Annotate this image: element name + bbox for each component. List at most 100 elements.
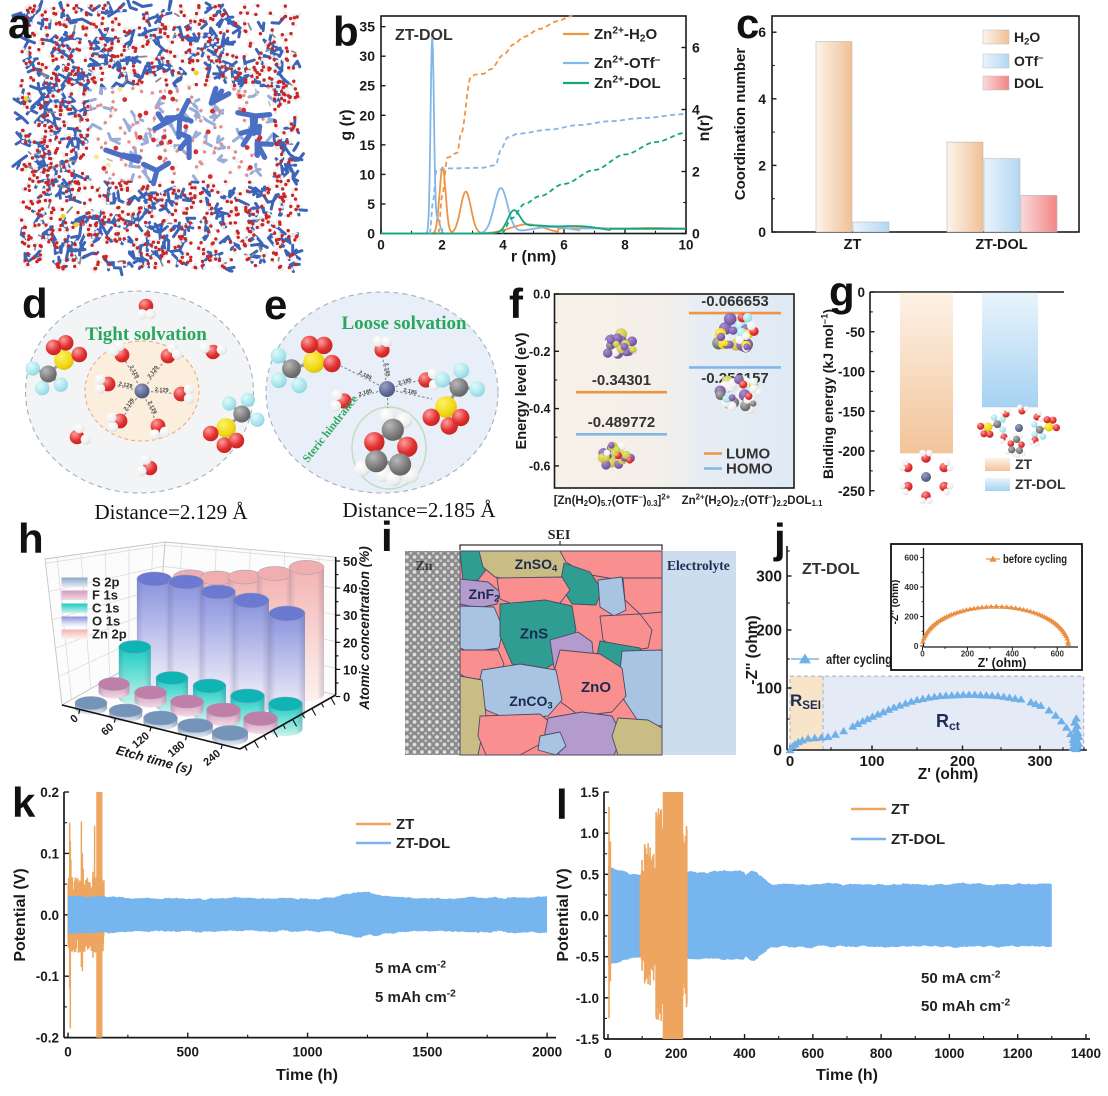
svg-text:6: 6: [758, 24, 766, 40]
svg-text:ZT-DOL: ZT-DOL: [891, 831, 945, 848]
svg-text:2000: 2000: [532, 1045, 562, 1060]
svg-text:600: 600: [904, 553, 918, 563]
svg-text:Binding energy (kJ mol–1): Binding energy (kJ mol–1): [820, 309, 836, 479]
svg-text:8: 8: [621, 238, 629, 253]
svg-text:ZT-DOL: ZT-DOL: [396, 835, 450, 852]
svg-text:20: 20: [359, 107, 375, 123]
svg-text:0: 0: [367, 226, 375, 242]
svg-text:-0.066653: -0.066653: [701, 293, 769, 310]
svg-text:100: 100: [859, 753, 884, 770]
svg-text:after cycling: after cycling: [826, 651, 892, 667]
svg-text:35: 35: [359, 19, 375, 35]
svg-text:0.1: 0.1: [40, 846, 59, 861]
svg-text:5: 5: [367, 196, 375, 212]
svg-text:-0.2: -0.2: [36, 1031, 59, 1046]
svg-text:40: 40: [343, 581, 357, 596]
svg-text:ZnSO4: ZnSO4: [515, 556, 558, 575]
svg-text:-100: -100: [838, 365, 865, 380]
svg-text:6: 6: [560, 238, 568, 253]
svg-text:g: g: [829, 268, 855, 315]
svg-text:Zn: Zn: [415, 559, 432, 574]
svg-text:0.0: 0.0: [533, 288, 550, 302]
svg-text:-Z'' (ohm): -Z'' (ohm): [744, 615, 761, 684]
svg-text:Energy level (eV): Energy level (eV): [514, 332, 530, 449]
svg-text:ZT-DOL: ZT-DOL: [975, 237, 1027, 253]
svg-text:50 mA cm-2: 50 mA cm-2: [921, 969, 1001, 987]
svg-text:Potential (V): Potential (V): [12, 868, 29, 961]
svg-text:30: 30: [359, 48, 375, 64]
svg-text:1500: 1500: [412, 1045, 442, 1060]
svg-text:Electrolyte: Electrolyte: [667, 558, 730, 573]
svg-text:Potential (V): Potential (V): [555, 868, 572, 961]
svg-text:0: 0: [773, 743, 782, 760]
svg-text:10: 10: [343, 662, 357, 677]
svg-text:300: 300: [756, 569, 782, 586]
svg-text:DOL: DOL: [1014, 75, 1044, 91]
svg-text:Z' (ohm): Z' (ohm): [978, 656, 1027, 670]
svg-text:-Z'' (ohm): -Z'' (ohm): [890, 580, 901, 625]
svg-text:b: b: [333, 8, 359, 55]
svg-text:Atomic concentration (%): Atomic concentration (%): [357, 546, 372, 711]
svg-text:0: 0: [920, 650, 925, 659]
svg-text:h: h: [18, 515, 44, 562]
svg-text:Zn 2p: Zn 2p: [92, 627, 127, 642]
svg-text:2: 2: [758, 157, 766, 173]
svg-text:0: 0: [343, 690, 350, 705]
svg-text:k: k: [12, 779, 36, 826]
svg-text:c: c: [736, 0, 759, 47]
svg-text:800: 800: [870, 1046, 893, 1061]
svg-text:j: j: [773, 515, 786, 562]
svg-text:-0.4: -0.4: [529, 402, 551, 416]
svg-text:25: 25: [359, 78, 375, 94]
svg-text:before cycling: before cycling: [1003, 554, 1067, 566]
svg-text:1.0: 1.0: [580, 826, 599, 841]
svg-text:-0.5: -0.5: [576, 950, 600, 965]
svg-text:0.0: 0.0: [40, 908, 59, 923]
svg-text:a: a: [8, 0, 32, 47]
svg-text:f: f: [509, 280, 524, 327]
svg-text:0: 0: [758, 224, 766, 240]
svg-text:-0.6: -0.6: [529, 459, 551, 473]
svg-text:2.129: 2.129: [155, 387, 169, 394]
svg-text:e: e: [264, 281, 287, 328]
svg-text:0: 0: [64, 1045, 72, 1060]
svg-text:1000: 1000: [934, 1046, 964, 1061]
svg-text:-0.1: -0.1: [36, 969, 60, 984]
svg-text:-200: -200: [838, 444, 865, 459]
svg-text:4: 4: [758, 91, 766, 107]
svg-text:200: 200: [665, 1046, 688, 1061]
svg-text:-1.5: -1.5: [576, 1032, 600, 1047]
svg-text:i: i: [381, 513, 393, 560]
svg-text:SEI: SEI: [548, 528, 571, 543]
svg-text:-1.0: -1.0: [576, 991, 599, 1006]
svg-text:20: 20: [343, 635, 357, 650]
svg-text:200: 200: [961, 650, 975, 659]
svg-text:r (nm): r (nm): [511, 249, 556, 266]
svg-text:Time (h): Time (h): [276, 1067, 338, 1084]
svg-text:30: 30: [343, 608, 357, 623]
svg-text:n(r): n(r): [696, 115, 713, 142]
svg-text:50: 50: [343, 554, 357, 569]
svg-text:1200: 1200: [1003, 1046, 1033, 1061]
svg-text:6: 6: [692, 40, 700, 56]
svg-text:0: 0: [857, 285, 865, 300]
svg-text:-150: -150: [838, 404, 865, 419]
svg-text:400: 400: [733, 1046, 756, 1061]
svg-text:Zn2+-OTf–: Zn2+-OTf–: [594, 54, 661, 72]
svg-text:-0.489772: -0.489772: [588, 414, 656, 431]
svg-text:1.5: 1.5: [580, 785, 599, 800]
svg-text:0: 0: [914, 641, 919, 651]
svg-text:0: 0: [692, 226, 700, 242]
svg-text:0.2: 0.2: [40, 785, 59, 800]
svg-text:300: 300: [1027, 753, 1052, 770]
svg-text:Z' (ohm): Z' (ohm): [918, 766, 979, 783]
svg-text:400: 400: [904, 582, 918, 592]
svg-text:ZnS: ZnS: [520, 626, 548, 643]
svg-text:ZnO: ZnO: [581, 679, 611, 696]
svg-text:l: l: [556, 781, 568, 828]
svg-text:-250: -250: [838, 484, 865, 499]
svg-text:15: 15: [359, 137, 375, 153]
svg-text:Distance=2.129 Å: Distance=2.129 Å: [95, 500, 249, 524]
svg-text:d: d: [22, 280, 48, 327]
svg-text:Tight solvation: Tight solvation: [85, 324, 207, 345]
